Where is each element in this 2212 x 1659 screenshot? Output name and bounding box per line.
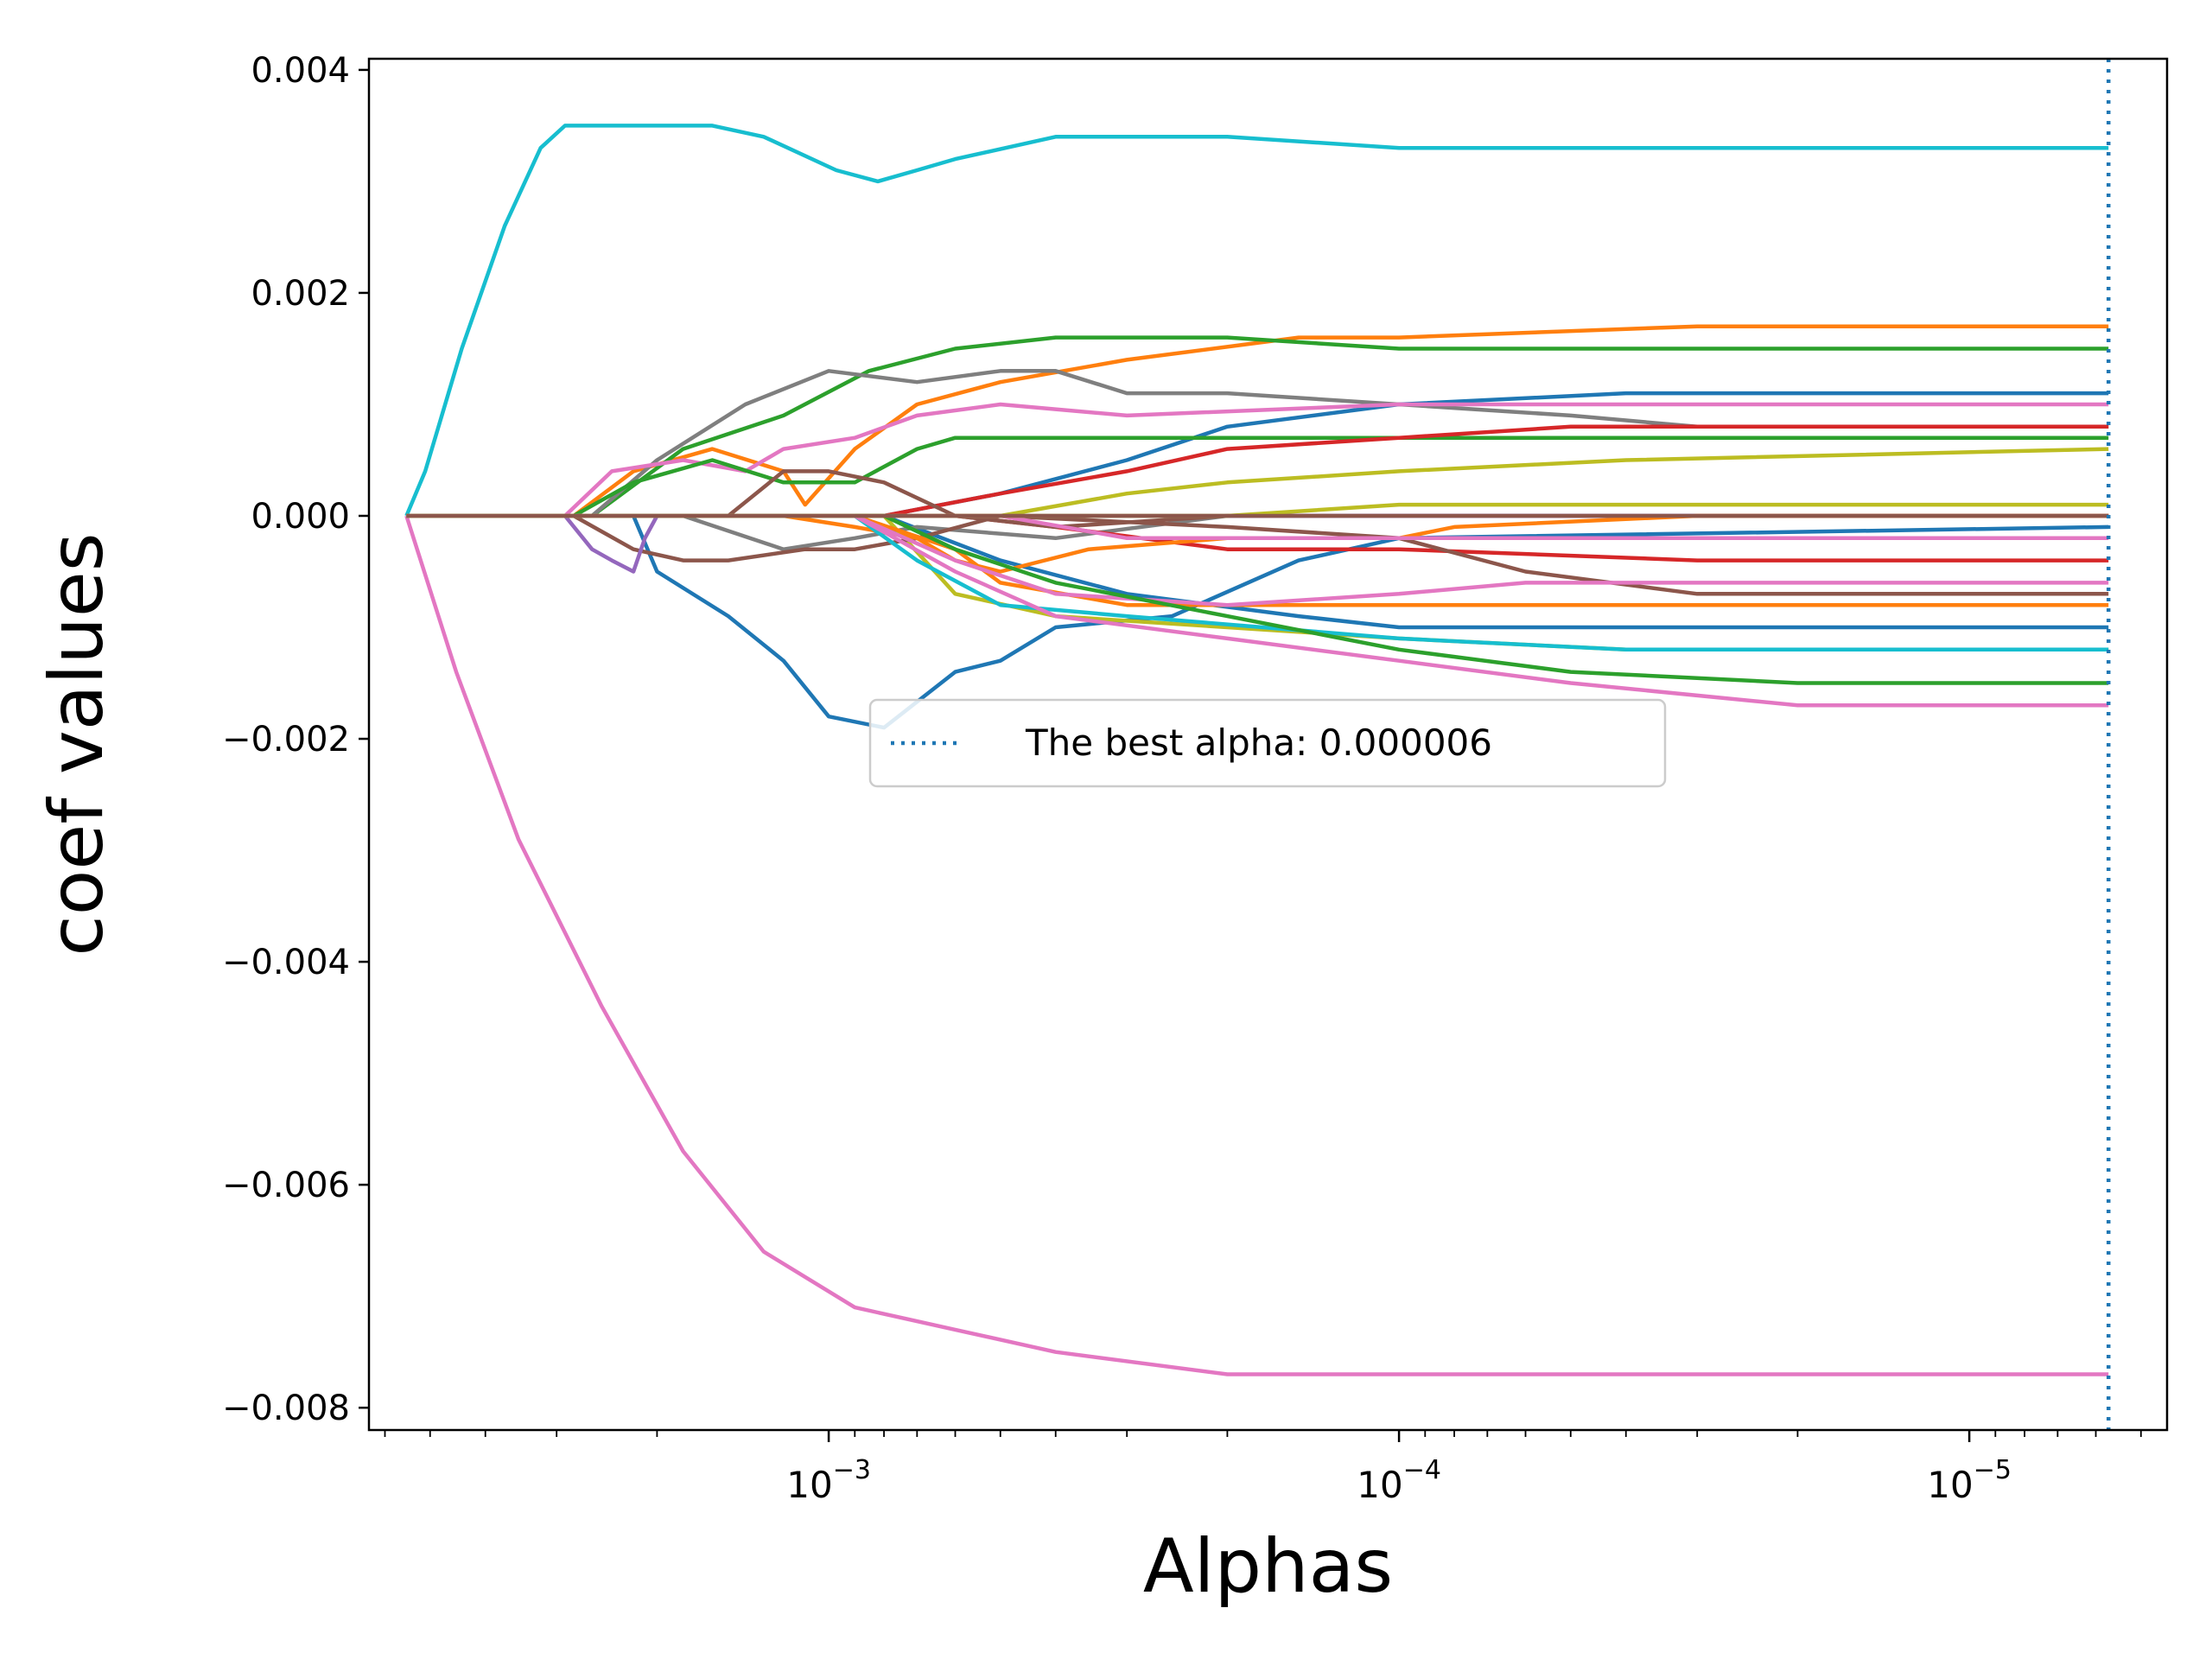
series-line-10 — [406, 402, 2109, 518]
series-line-25 — [406, 513, 2109, 708]
series-line-17 — [406, 469, 2109, 530]
series-line-1 — [404, 124, 2109, 517]
y-axis-label: coef values — [34, 532, 120, 956]
ticks: 0.004 0.002 0.000 −0.002 −0.004 −0.006 −0.008 1… — [222, 51, 2142, 1506]
series-line-11 — [406, 435, 2109, 518]
y-tick-label: −0.002 — [222, 720, 350, 760]
series-line-12 — [406, 424, 2109, 518]
y-tick-label: 0.002 — [251, 274, 350, 314]
legend-box — [868, 698, 1667, 788]
x-axis-label: Alphas — [1143, 1523, 1393, 1610]
legend: The best alpha: 0.000006 — [868, 698, 1667, 788]
series-line-18 — [406, 513, 2109, 574]
plot-area — [404, 59, 2111, 1430]
x-tick-label: 10−4 — [1357, 1455, 1441, 1506]
y-tick-label: −0.008 — [222, 1389, 350, 1428]
series-line-2 — [404, 515, 2109, 1376]
legend-label: The best alpha: 0.000006 — [1025, 721, 1492, 764]
y-tick-label: −0.004 — [222, 943, 350, 982]
series-line-24 — [406, 513, 2109, 685]
series-line-4 — [406, 335, 2109, 518]
axes-frame — [367, 57, 2169, 1432]
y-tick-label: −0.006 — [222, 1166, 350, 1205]
y-tick-label: 0.000 — [251, 497, 350, 537]
y-tick-label: 0.004 — [251, 51, 350, 91]
x-tick-label: 10−3 — [786, 1455, 871, 1506]
series-line-8 — [406, 369, 2109, 518]
x-tick-label: 10−5 — [1927, 1455, 2012, 1506]
